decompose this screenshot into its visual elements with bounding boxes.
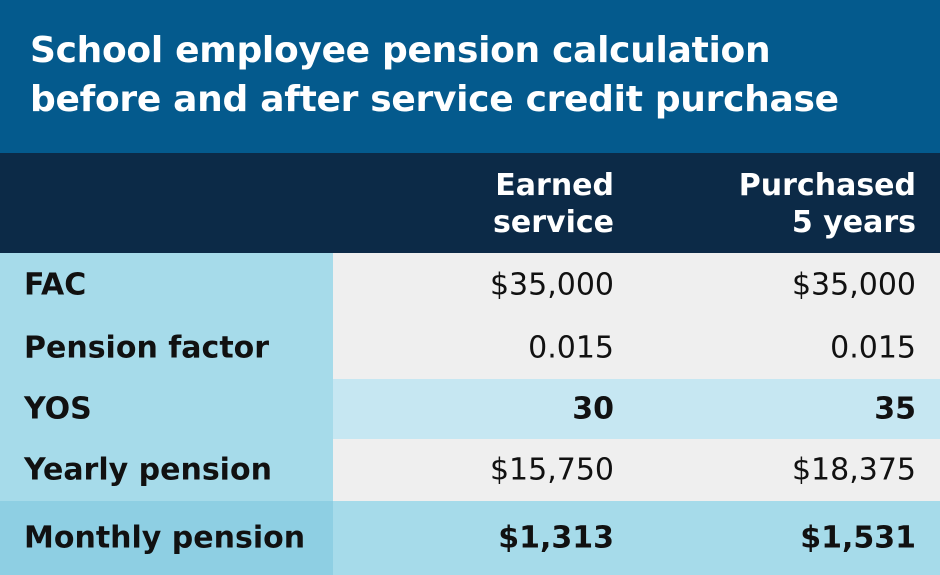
cell-purchased: $18,375	[791, 452, 916, 488]
row-label: Monthly pension	[24, 520, 306, 556]
cell-earned: $35,000	[489, 267, 614, 302]
row-value-area	[333, 439, 940, 501]
table-row-monthly-pension: Monthly pension $1,313 $1,531	[0, 501, 940, 575]
cell-earned: 0.015	[528, 330, 614, 365]
cell-purchased: $1,531	[800, 520, 916, 556]
row-label-cell: YOS	[0, 379, 333, 439]
cell-purchased: $35,000	[791, 267, 916, 302]
table-title: School employee pension calculation befo…	[0, 0, 940, 153]
row-label: Pension factor	[24, 330, 270, 365]
row-label-cell: Pension factor	[0, 316, 333, 379]
table-row-yearly-pension: Yearly pension $15,750 $18,375	[0, 439, 940, 501]
table-row-pension-factor: Pension factor 0.015 0.015	[0, 316, 940, 379]
cell-earned: 30	[572, 391, 614, 427]
cell-earned: $15,750	[489, 452, 614, 488]
row-label-cell: Yearly pension	[0, 439, 333, 501]
row-label: YOS	[24, 391, 92, 427]
row-label: FAC	[24, 267, 87, 302]
row-value-area	[333, 501, 940, 575]
row-value-area	[333, 316, 940, 379]
row-value-area	[333, 253, 940, 316]
table-row-fac: FAC $35,000 $35,000	[0, 253, 940, 316]
column-header-earned-service: Earned service	[493, 168, 614, 240]
row-label: Yearly pension	[24, 452, 272, 488]
column-header-purchased-5-years: Purchased 5 years	[738, 168, 916, 240]
cell-purchased: 0.015	[830, 330, 916, 365]
table-row-yos: YOS 30 35	[0, 379, 940, 439]
row-label-cell: Monthly pension	[0, 501, 333, 575]
row-value-area	[333, 379, 940, 439]
row-label-cell: FAC	[0, 253, 333, 316]
cell-earned: $1,313	[498, 520, 614, 556]
title-line-1: School employee pension calculation	[30, 30, 771, 71]
cell-purchased: 35	[874, 391, 916, 427]
column-header-row: Earned service Purchased 5 years	[0, 153, 940, 253]
title-line-2: before and after service credit purchase	[30, 79, 839, 120]
